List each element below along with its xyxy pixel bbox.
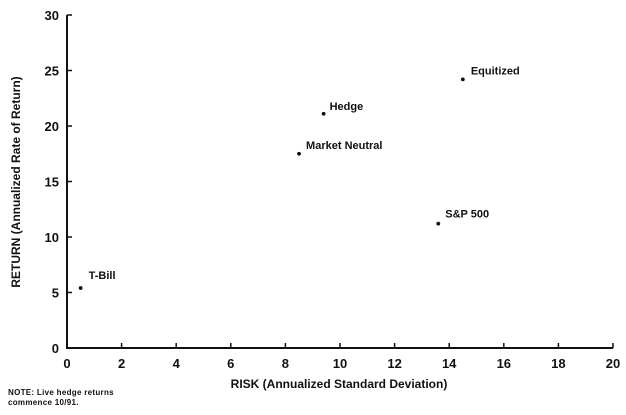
x-tick-label: 8 — [282, 356, 289, 371]
footnote: NOTE: Live hedge returns commence 10/91. — [8, 388, 168, 408]
data-point — [78, 286, 83, 290]
data-point-label: Market Neutral — [306, 140, 382, 152]
data-point — [460, 77, 465, 82]
footnote-line-2: commence 10/91. — [8, 398, 79, 407]
y-tick-label: 20 — [45, 119, 59, 134]
y-tick-label: 25 — [45, 64, 59, 79]
y-axis-label: RETURN (Annualized Rate of Return) — [9, 76, 23, 287]
footnote-line-1: NOTE: Live hedge returns — [8, 388, 114, 397]
y-tick-label: 5 — [52, 286, 59, 301]
x-tick-label: 0 — [63, 356, 70, 371]
x-tick-label: 2 — [118, 356, 125, 371]
y-tick-label: 10 — [45, 230, 59, 245]
data-point — [321, 111, 326, 116]
data-point — [436, 221, 441, 226]
data-point — [297, 151, 301, 156]
axes — [66, 15, 613, 349]
y-tick-label: 15 — [45, 175, 59, 190]
x-axis-label: RISK (Annualized Standard Deviation) — [231, 377, 448, 391]
x-tick-label: 20 — [606, 356, 620, 371]
x-tick-label: 16 — [497, 356, 511, 371]
data-point-label: T-Bill — [89, 270, 116, 282]
ticks: 0 2 4 6 8 10 12 14 16 18 20 0 5 10 15 20 25 30 — [45, 8, 621, 371]
x-tick-label: 18 — [551, 356, 565, 371]
x-tick-label: 6 — [227, 356, 234, 371]
x-tick-label: 12 — [387, 356, 401, 371]
data-points: T-Bill Hedge Market Neutral Equitized S&P 50… — [78, 65, 520, 290]
x-tick-label: 4 — [173, 356, 181, 371]
x-tick-label: 14 — [442, 356, 457, 371]
data-point-label: Hedge — [330, 101, 364, 113]
data-point-label: S&P 500 — [445, 209, 489, 221]
y-tick-label: 30 — [45, 8, 59, 23]
data-point-label: Equitized — [471, 65, 520, 77]
x-tick-label: 10 — [333, 356, 347, 371]
y-tick-label: 0 — [52, 341, 59, 356]
